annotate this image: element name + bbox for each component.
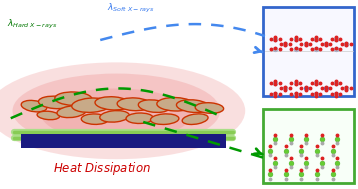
Bar xyxy=(263,7,354,96)
Ellipse shape xyxy=(41,88,192,141)
Ellipse shape xyxy=(55,92,92,105)
Ellipse shape xyxy=(81,114,108,124)
Bar xyxy=(21,134,226,148)
Ellipse shape xyxy=(0,62,245,159)
Ellipse shape xyxy=(138,100,170,112)
Ellipse shape xyxy=(157,98,194,111)
Ellipse shape xyxy=(21,100,47,112)
Ellipse shape xyxy=(37,111,59,120)
Ellipse shape xyxy=(117,98,151,111)
Ellipse shape xyxy=(126,113,153,123)
Ellipse shape xyxy=(195,103,224,113)
Ellipse shape xyxy=(72,98,111,112)
Text: $\lambda_{\mathit{Hard\ X-rays}}$: $\lambda_{\mathit{Hard\ X-rays}}$ xyxy=(7,18,58,32)
Ellipse shape xyxy=(38,96,73,109)
Ellipse shape xyxy=(100,111,129,122)
Ellipse shape xyxy=(13,74,220,148)
Text: $\mathit{Heat\ Dissipation}$: $\mathit{Heat\ Dissipation}$ xyxy=(53,160,151,177)
Ellipse shape xyxy=(182,114,208,125)
Ellipse shape xyxy=(176,100,210,112)
Bar xyxy=(263,109,354,183)
Ellipse shape xyxy=(57,106,86,118)
Text: $\lambda_{\mathit{Soft\ X-rays}}$: $\lambda_{\mathit{Soft\ X-rays}}$ xyxy=(107,2,155,15)
Ellipse shape xyxy=(150,114,179,125)
Ellipse shape xyxy=(95,97,131,110)
